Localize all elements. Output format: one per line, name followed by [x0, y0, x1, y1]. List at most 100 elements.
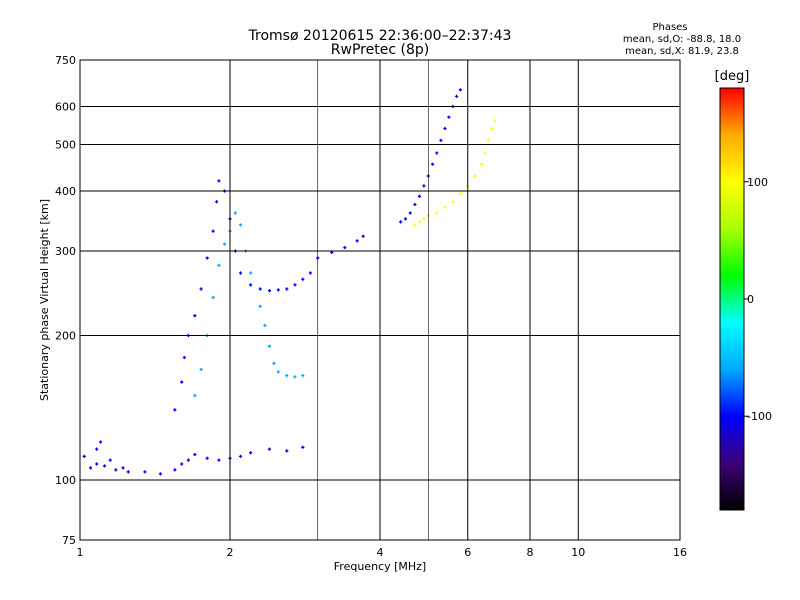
data-point-3-14 [458, 88, 463, 92]
x-tick-label-2: 4 [377, 546, 384, 559]
data-point-4-1 [417, 220, 422, 224]
data-point-3-0 [399, 220, 403, 224]
data-point-1-2 [182, 355, 186, 360]
data-point-1-15 [258, 287, 262, 291]
data-point-0-20 [99, 440, 103, 444]
phase-stats-heading: Phases [652, 22, 688, 33]
data-point-1-25 [355, 239, 359, 243]
data-point-3-7 [430, 162, 435, 166]
data-point-2-17 [293, 375, 297, 379]
data-point-2-8 [238, 223, 243, 227]
y-tick-label-6: 600 [55, 101, 76, 114]
data-point-0-10 [193, 452, 197, 457]
data-point-1-6 [205, 256, 209, 260]
phase-stats-o: mean, sd,O: -88.8, 18.0 [622, 34, 742, 45]
data-point-1-16 [267, 289, 272, 293]
data-point-0-14 [238, 454, 243, 459]
data-point-0-0 [88, 466, 93, 470]
data-point-4-4 [435, 211, 439, 215]
y-tick-label-2: 200 [55, 330, 76, 343]
data-point-3-9 [439, 138, 443, 142]
data-point-4-6 [451, 200, 455, 204]
data-point-0-16 [267, 447, 272, 451]
colorbar-tick-label-1: 0 [747, 293, 754, 306]
data-point-3-2 [408, 211, 412, 215]
data-point-2-10 [249, 271, 253, 275]
y-tick-label-1: 100 [55, 474, 76, 487]
plot-frame [79, 59, 681, 541]
data-point-2-1 [199, 367, 203, 372]
data-point-4-2 [422, 217, 426, 221]
data-point-2-14 [272, 361, 276, 365]
data-point-1-9 [217, 179, 221, 183]
data-point-4-11 [483, 151, 487, 155]
data-point-0-21 [82, 454, 86, 459]
data-point-2-3 [211, 295, 215, 300]
data-point-2-12 [263, 323, 267, 327]
chart-title: Tromsø 20120615 22:36:00–22:37:43 [248, 28, 512, 44]
data-point-0-7 [173, 468, 177, 472]
data-point-4-5 [443, 205, 447, 209]
data-point-2-13 [267, 344, 272, 348]
x-tick-label-0: 1 [77, 546, 84, 559]
data-point-1-21 [308, 271, 313, 275]
x-tick-label-6: 16 [673, 546, 687, 559]
data-point-2-15 [276, 370, 280, 374]
y-tick-label-7: 750 [55, 54, 76, 67]
data-point-3-10 [443, 126, 447, 131]
y-tick-label-4: 400 [55, 185, 76, 198]
chart-subtitle: RwPretec (8p) [330, 42, 430, 58]
data-point-2-11 [258, 304, 262, 308]
data-point-3-1 [403, 217, 408, 221]
data-point-1-13 [238, 271, 243, 275]
y-tick-label-3: 300 [55, 245, 76, 258]
data-point-4-13 [490, 126, 494, 131]
data-point-1-5 [199, 287, 203, 291]
data-point-4-7 [458, 192, 463, 196]
colorbar-tick-label-2: 100 [747, 176, 768, 189]
data-point-0-9 [186, 458, 190, 462]
data-point-3-11 [447, 115, 451, 119]
data-point-1-4 [193, 314, 197, 318]
data-point-0-1 [95, 462, 99, 466]
colorbar [719, 87, 745, 511]
y-axis-label: Stationary phase Virtual Height [km] [38, 199, 51, 401]
data-point-2-5 [222, 242, 227, 246]
data-point-1-14 [249, 283, 253, 287]
data-point-2-18 [301, 374, 305, 378]
data-point-4-14 [493, 119, 497, 123]
data-point-1-7 [211, 229, 215, 233]
x-tick-label-5: 10 [571, 546, 585, 559]
data-point-4-10 [480, 162, 484, 166]
data-point-1-26 [361, 234, 365, 238]
data-point-3-8 [435, 151, 439, 155]
data-point-0-5 [143, 470, 147, 474]
data-point-1-24 [343, 245, 347, 250]
data-point-0-3 [114, 468, 118, 472]
data-point-4-9 [473, 174, 477, 178]
colorbar-tick-label-0: -100 [747, 410, 772, 423]
data-point-0-4 [126, 470, 130, 474]
data-point-0-12 [217, 458, 221, 462]
data-point-1-19 [293, 283, 297, 287]
data-point-0-6 [158, 472, 163, 476]
data-point-3-13 [455, 94, 459, 98]
data-point-1-0 [173, 408, 177, 412]
x-tick-label-1: 2 [227, 546, 234, 559]
x-tick-label-4: 8 [527, 546, 534, 559]
data-point-2-4 [217, 263, 221, 267]
data-point-2-16 [285, 374, 289, 378]
data-point-2-0 [193, 393, 197, 398]
x-tick-label-3: 6 [464, 546, 471, 559]
data-point-1-1 [180, 380, 184, 384]
data-point-0-23 [121, 466, 125, 470]
data-point-0-8 [180, 462, 184, 466]
data-point-0-17 [285, 449, 289, 453]
data-point-2-7 [233, 211, 237, 215]
data-point-0-2 [102, 464, 107, 468]
data-point-1-18 [285, 287, 289, 291]
colorbar-label: [deg] [715, 69, 750, 84]
data-point-4-0 [413, 223, 417, 227]
data-point-0-22 [108, 458, 112, 462]
